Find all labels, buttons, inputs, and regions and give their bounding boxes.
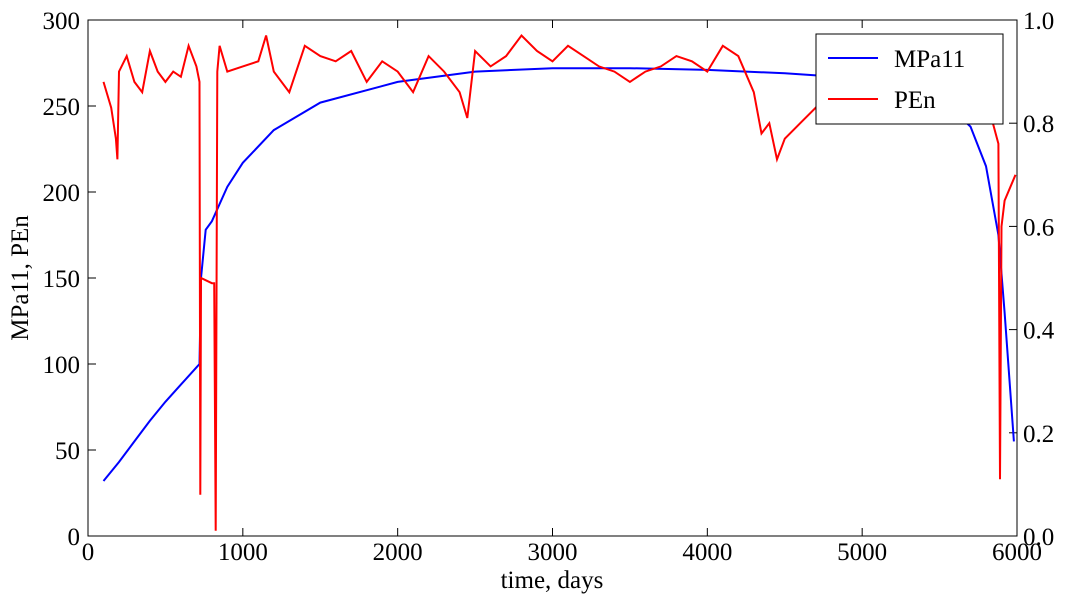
line-series [102, 67, 1015, 482]
x-tick-label: 4000 [682, 539, 732, 566]
x-tick-label: 3000 [528, 539, 578, 566]
y-tick-label: 0 [68, 524, 81, 551]
x-tick-label: 2000 [373, 539, 423, 566]
y-tick-label: 200 [43, 180, 81, 207]
legend-label: MPa11 [894, 46, 965, 73]
y-axis-label: MPa11, PEn [7, 215, 34, 341]
legend-label: PEn [894, 87, 936, 114]
legend-box [815, 33, 1004, 125]
y2-tick-label: 0.0 [1023, 524, 1054, 551]
y-tick-label: 250 [43, 94, 81, 121]
y-tick-label: 100 [43, 352, 81, 379]
x-axis-label: time, days [501, 567, 604, 594]
y-tick-label: 300 [43, 8, 81, 35]
y-tick-label: 150 [43, 266, 81, 293]
plot-frame [87, 19, 1018, 537]
y-tick-label: 50 [55, 438, 80, 465]
x-tick-label: 5000 [837, 539, 887, 566]
x-tick-label: 1000 [218, 539, 268, 566]
x-tick-label: 0 [82, 539, 95, 566]
y2-tick-label: 0.2 [1023, 421, 1054, 448]
line-series [102, 33, 1017, 531]
y2-tick-label: 0.4 [1023, 318, 1055, 345]
y2-tick-label: 0.6 [1023, 214, 1054, 241]
y2-tick-label: 1.0 [1023, 8, 1054, 35]
x-tick-label: 6000 [992, 539, 1042, 566]
y2-tick-label: 0.8 [1023, 111, 1054, 138]
